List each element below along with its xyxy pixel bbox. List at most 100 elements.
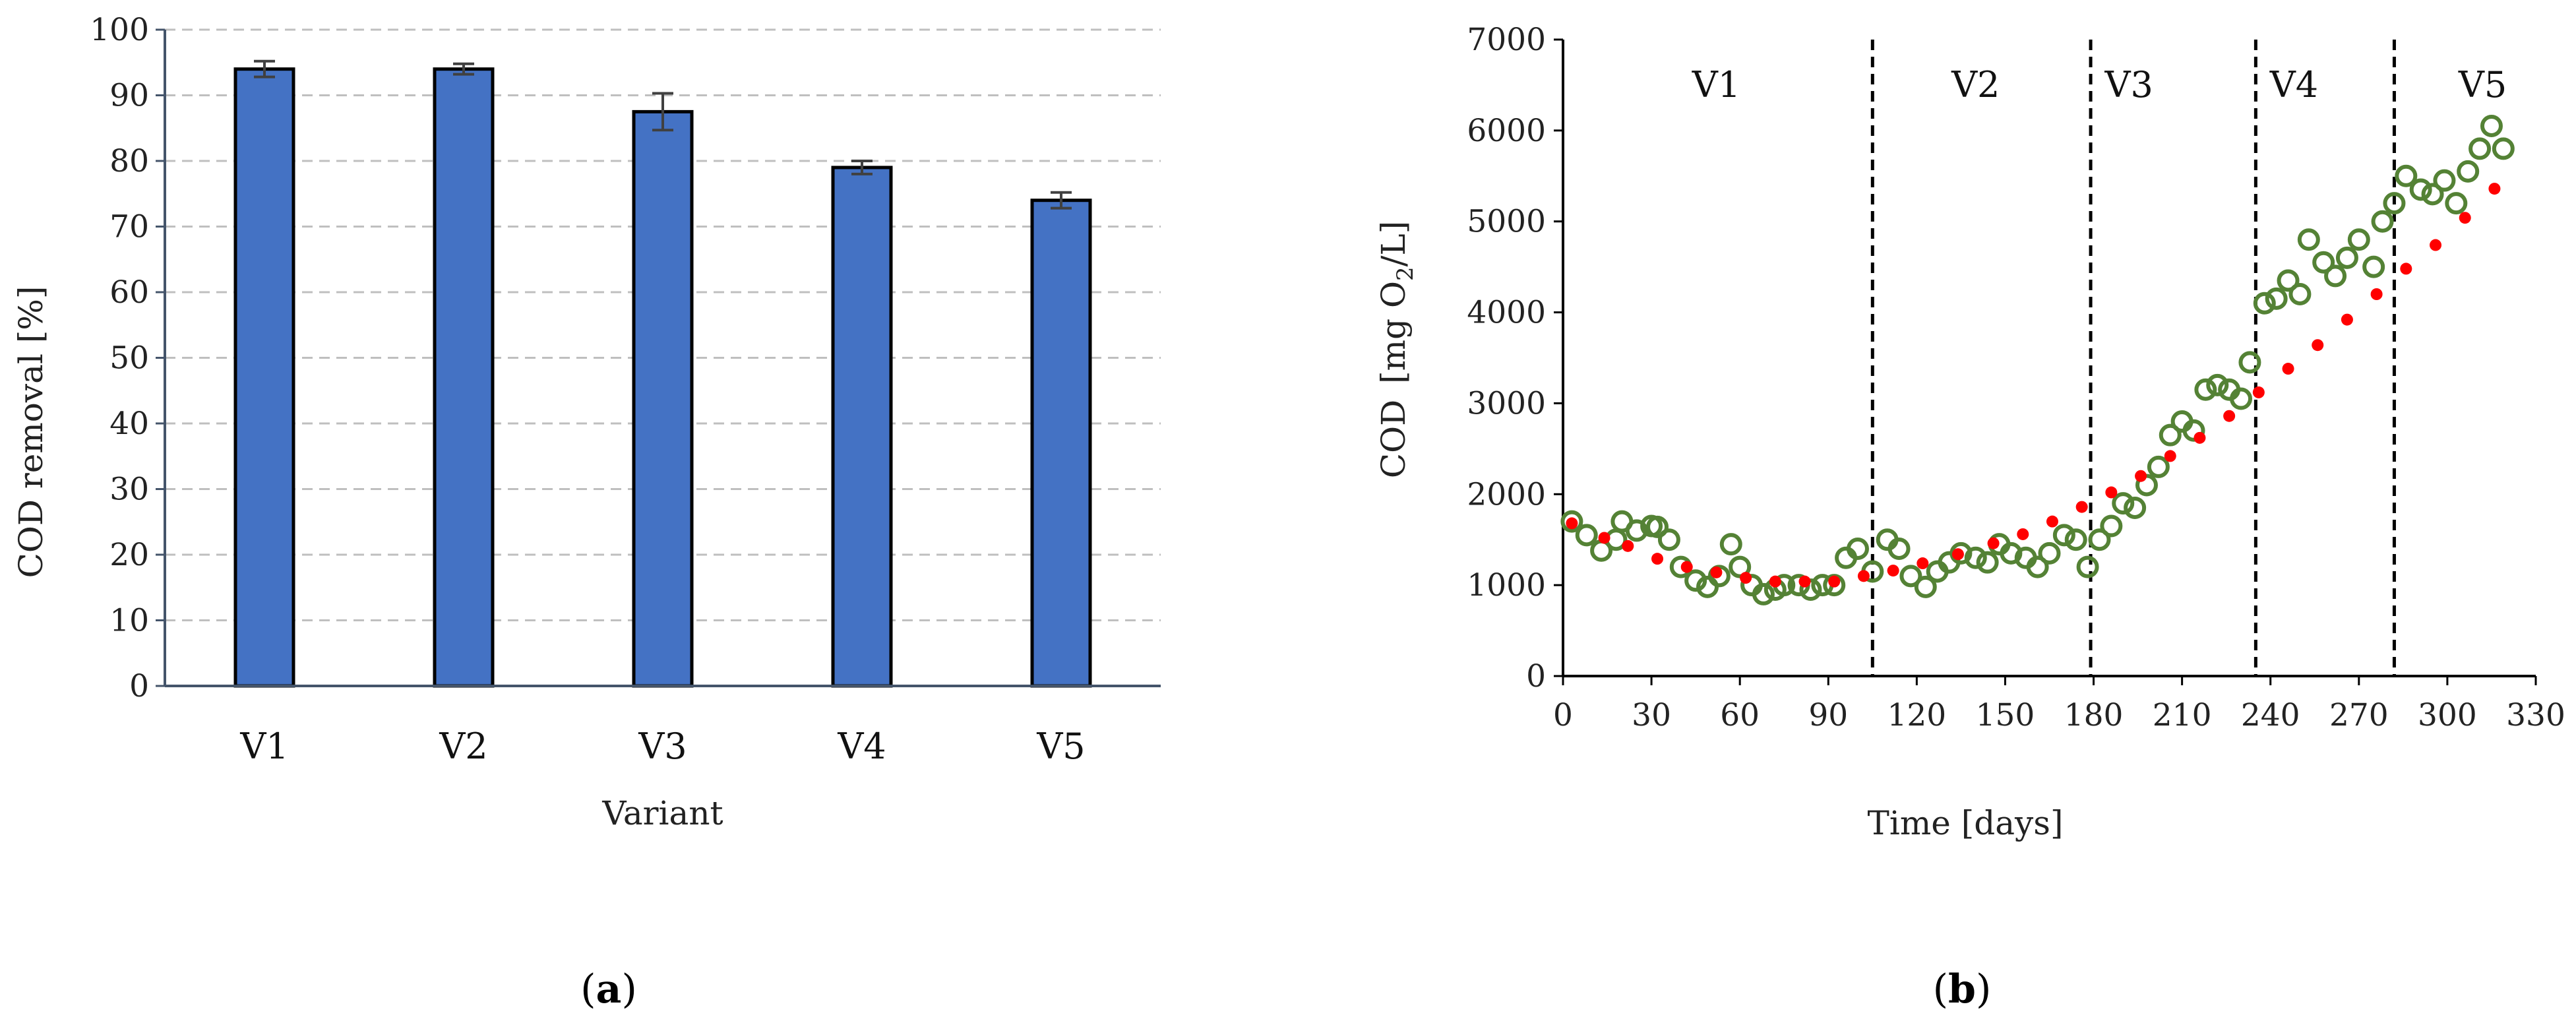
- b-y-tick-label: 2000: [1467, 476, 1546, 512]
- b-point-open: [1646, 515, 1669, 538]
- b-point-open: [2206, 373, 2229, 396]
- b-point-open: [2362, 255, 2385, 278]
- b-point-open: [2324, 264, 2347, 288]
- b-x-tick-label: 30: [1632, 697, 1671, 733]
- b-point-open: [2297, 228, 2320, 251]
- b-y-axis-label-sub: 2: [1392, 266, 1419, 281]
- b-point-dot: [1622, 540, 1634, 552]
- b-y-tick-label: 4000: [1467, 295, 1546, 331]
- a-y-tick-label: 90: [109, 78, 149, 114]
- a-x-tick-label-v4: V4: [837, 726, 886, 767]
- b-point-open: [2230, 387, 2253, 410]
- b-point-open: [2159, 423, 2182, 447]
- b-x-tick-labels: 0 30 60 90 120 150 180 210 240 270 300 330: [1553, 697, 2565, 733]
- b-phase-label-v5: V5: [2458, 64, 2507, 106]
- b-point-dot: [1710, 566, 1723, 578]
- a-y-tick-label: 0: [129, 668, 149, 704]
- b-x-axis-label: Time [days]: [1868, 804, 2064, 842]
- a-y-tick-labels: 0 10 20 30 40 50 60 70 80 90 100: [90, 12, 149, 704]
- a-error-bar-v4: [851, 160, 873, 175]
- b-point-open: [2445, 192, 2468, 215]
- b-series-red-dots: [1566, 183, 2501, 588]
- b-y-tick-label: 1000: [1467, 567, 1546, 603]
- b-point-dot: [1887, 565, 1899, 577]
- panel-a-label: (a): [580, 966, 637, 1012]
- b-point-open: [1914, 575, 1937, 598]
- b-point-dot: [2488, 183, 2501, 195]
- b-point-open: [2312, 251, 2335, 274]
- b-point-open: [2409, 178, 2432, 201]
- b-point-open: [2433, 169, 2456, 192]
- b-point-open: [2469, 137, 2492, 160]
- a-y-tick-label: 30: [109, 472, 149, 508]
- a-error-bar-v2: [453, 62, 474, 76]
- b-y-axis-label-main: COD: [1374, 400, 1413, 478]
- b-point-open: [2064, 528, 2087, 551]
- b-point-dot: [2135, 470, 2147, 482]
- a-x-axis-label: Variant: [601, 794, 723, 832]
- b-phase-label-v4: V4: [2269, 64, 2318, 106]
- a-y-tick-label: 40: [109, 406, 149, 442]
- b-phase-label-v1: V1: [1692, 64, 1740, 106]
- b-point-open: [2147, 455, 2170, 478]
- b-phase-dividers: [1870, 40, 2396, 676]
- b-point-open: [2088, 528, 2111, 551]
- panel-b-label: (b): [1933, 966, 1992, 1012]
- b-point-dot: [1680, 561, 1693, 573]
- a-y-tick-label: 20: [109, 537, 149, 573]
- b-phase-label-v3: V3: [2104, 64, 2153, 106]
- a-y-tick-label: 60: [109, 274, 149, 311]
- b-x-tick-label: 0: [1553, 697, 1573, 733]
- b-point-open: [2288, 283, 2312, 305]
- a-bar-v1: [233, 67, 295, 688]
- b-point-open: [1657, 528, 1680, 551]
- b-point-dot: [2282, 363, 2294, 375]
- b-y-tick-label: 6000: [1467, 113, 1546, 149]
- b-point-open: [1899, 565, 1922, 588]
- b-point-dot: [1769, 575, 1781, 588]
- panel-a-bar-chart: 0 10 20 30 40 50 60 70 80 90 100 V1 V2 V3 V4 V5 Varian…: [12, 12, 1161, 1012]
- b-point-open: [2238, 351, 2261, 374]
- b-point-dot: [2193, 431, 2206, 444]
- b-point-dot: [1987, 537, 2000, 549]
- b-axes: [1554, 38, 2537, 685]
- a-y-axis-label: COD removal [%]: [12, 286, 50, 578]
- b-x-tick-label: 210: [2153, 697, 2212, 733]
- a-error-bar-v3: [652, 92, 673, 132]
- b-x-tick-label: 180: [2064, 697, 2124, 733]
- b-point-open: [2265, 287, 2288, 310]
- b-point-dot: [1917, 557, 1929, 570]
- b-point-open: [1799, 578, 1822, 602]
- b-point-open: [2480, 114, 2503, 137]
- b-point-open: [2026, 555, 2049, 578]
- b-point-dot: [2075, 501, 2088, 513]
- a-x-tick-label-v1: V1: [239, 726, 288, 767]
- b-point-dot: [1651, 553, 1664, 565]
- b-point-open: [2335, 246, 2358, 269]
- a-y-tick-label: 50: [109, 340, 149, 377]
- b-point-open: [1707, 565, 1731, 588]
- b-x-tick-label: 270: [2329, 697, 2389, 733]
- b-point-open: [1887, 538, 1911, 560]
- b-point-dot: [2400, 263, 2412, 275]
- a-y-tick-label: 70: [109, 209, 149, 245]
- b-point-open: [2194, 378, 2217, 401]
- b-point-dot: [2370, 288, 2383, 300]
- b-point-dot: [2105, 486, 2118, 499]
- b-point-open: [2371, 210, 2394, 233]
- a-y-tick-label: 10: [109, 603, 149, 639]
- b-point-open: [2383, 192, 2406, 215]
- b-x-tick-label: 120: [1887, 697, 1947, 733]
- a-error-bar-v1: [254, 59, 275, 78]
- b-point-dot: [1798, 575, 1811, 588]
- b-point-open: [2000, 541, 2023, 565]
- b-y-axis-label: COD [mg O2/L]: [1374, 221, 1419, 478]
- b-point-open: [1625, 519, 1648, 542]
- b-point-open: [1719, 533, 1742, 556]
- b-x-tick-label: 90: [1808, 697, 1848, 733]
- b-point-dot: [1951, 548, 1964, 561]
- b-point-open: [2277, 269, 2300, 292]
- a-bars: [233, 67, 1092, 688]
- b-point-open: [2421, 183, 2444, 206]
